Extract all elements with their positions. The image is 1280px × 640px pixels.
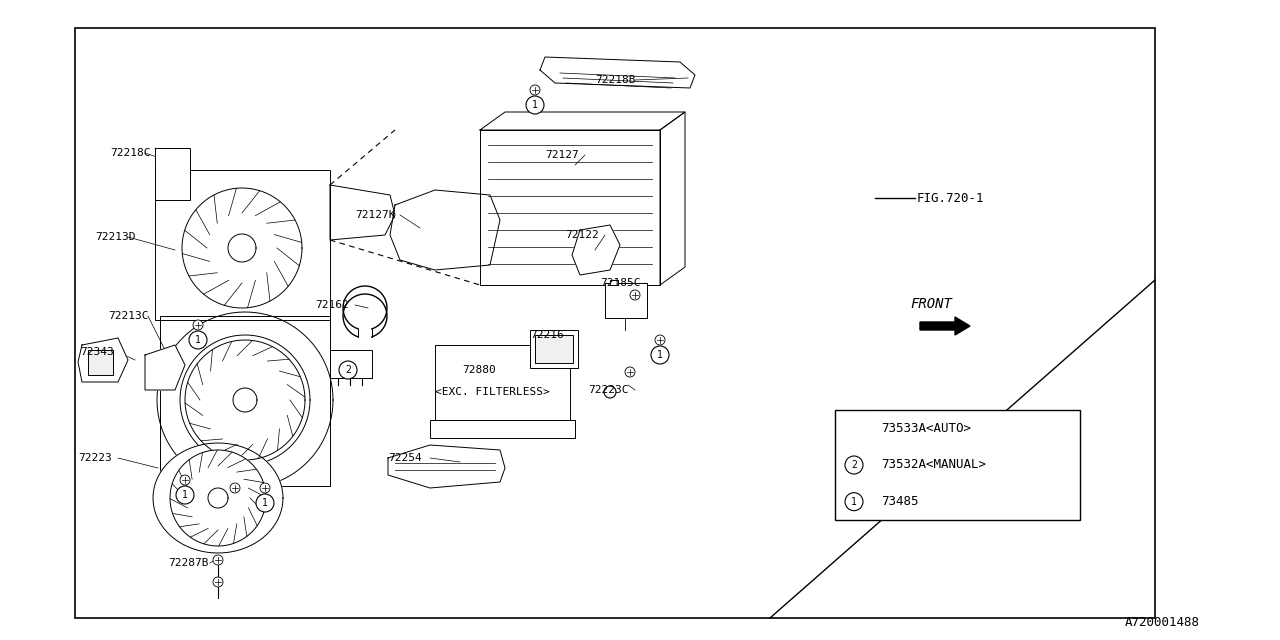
Bar [155,170,330,320]
FancyArrow shape [920,317,970,335]
Polygon shape [170,450,266,546]
Text: 73532A<MANUAL>: 73532A<MANUAL> [881,458,986,472]
Text: <EXC. FILTERLESS>: <EXC. FILTERLESS> [435,387,549,397]
Bar [535,335,573,363]
Circle shape [180,475,189,485]
Polygon shape [572,225,620,275]
Circle shape [256,494,274,512]
Text: FIG.720-1: FIG.720-1 [916,191,984,205]
Polygon shape [233,388,257,412]
Circle shape [630,290,640,300]
Polygon shape [182,188,302,308]
Circle shape [260,483,270,493]
Bar [605,283,646,318]
Text: 72127K: 72127K [355,210,396,220]
Bar [88,350,113,375]
Text: FRONT: FRONT [910,297,952,311]
Text: 72218C: 72218C [110,148,151,158]
Text: 72343: 72343 [79,347,114,357]
Circle shape [845,456,863,474]
Text: 1: 1 [262,498,268,508]
Bar [330,350,372,378]
Circle shape [177,486,195,504]
Circle shape [625,367,635,377]
Text: 72223: 72223 [78,453,111,463]
Text: 2: 2 [851,460,856,470]
Text: 72213C: 72213C [108,311,148,321]
Text: 72122: 72122 [564,230,599,240]
Text: 1: 1 [851,497,856,507]
Circle shape [193,320,204,330]
Circle shape [339,361,357,379]
Circle shape [604,386,616,398]
Circle shape [230,483,241,493]
Text: 73533A<AUTO>: 73533A<AUTO> [881,422,972,435]
Polygon shape [154,443,283,553]
Bar [530,330,579,368]
Circle shape [212,555,223,565]
Circle shape [530,85,540,95]
Text: 72216: 72216 [530,330,563,340]
Bar [611,280,618,285]
Circle shape [526,96,544,114]
Polygon shape [388,445,506,488]
Text: 72880: 72880 [462,365,495,375]
Text: 1: 1 [195,335,201,345]
Text: 72162: 72162 [315,300,348,310]
Bar [76,28,1155,618]
Text: 72185C: 72185C [600,278,640,288]
Text: 1: 1 [532,100,538,110]
Bar [835,410,1080,520]
Polygon shape [540,57,695,88]
Circle shape [845,493,863,511]
Text: 72287B: 72287B [168,558,209,568]
Bar [480,130,660,285]
Polygon shape [228,234,256,262]
Text: 73485: 73485 [881,495,919,508]
Polygon shape [186,340,305,460]
Bar [435,345,570,420]
Circle shape [655,335,666,345]
Text: 72254: 72254 [388,453,421,463]
Text: 72127: 72127 [545,150,579,160]
Text: 72218B: 72218B [595,75,635,85]
Circle shape [189,331,207,349]
Polygon shape [209,488,228,508]
Bar [430,420,575,438]
Text: 2: 2 [346,365,351,375]
Polygon shape [660,112,685,285]
Circle shape [652,346,669,364]
Text: 72213D: 72213D [95,232,136,242]
Text: 1: 1 [657,350,663,360]
Bar [160,316,330,486]
Polygon shape [78,338,128,382]
Polygon shape [157,312,333,488]
Text: 1: 1 [182,490,188,500]
Polygon shape [390,190,500,270]
Circle shape [212,577,223,587]
Bar [155,148,189,200]
Polygon shape [480,112,685,130]
Text: 72223C: 72223C [588,385,628,395]
Text: A720001488: A720001488 [1125,616,1201,628]
Polygon shape [330,185,396,240]
Polygon shape [145,345,186,390]
